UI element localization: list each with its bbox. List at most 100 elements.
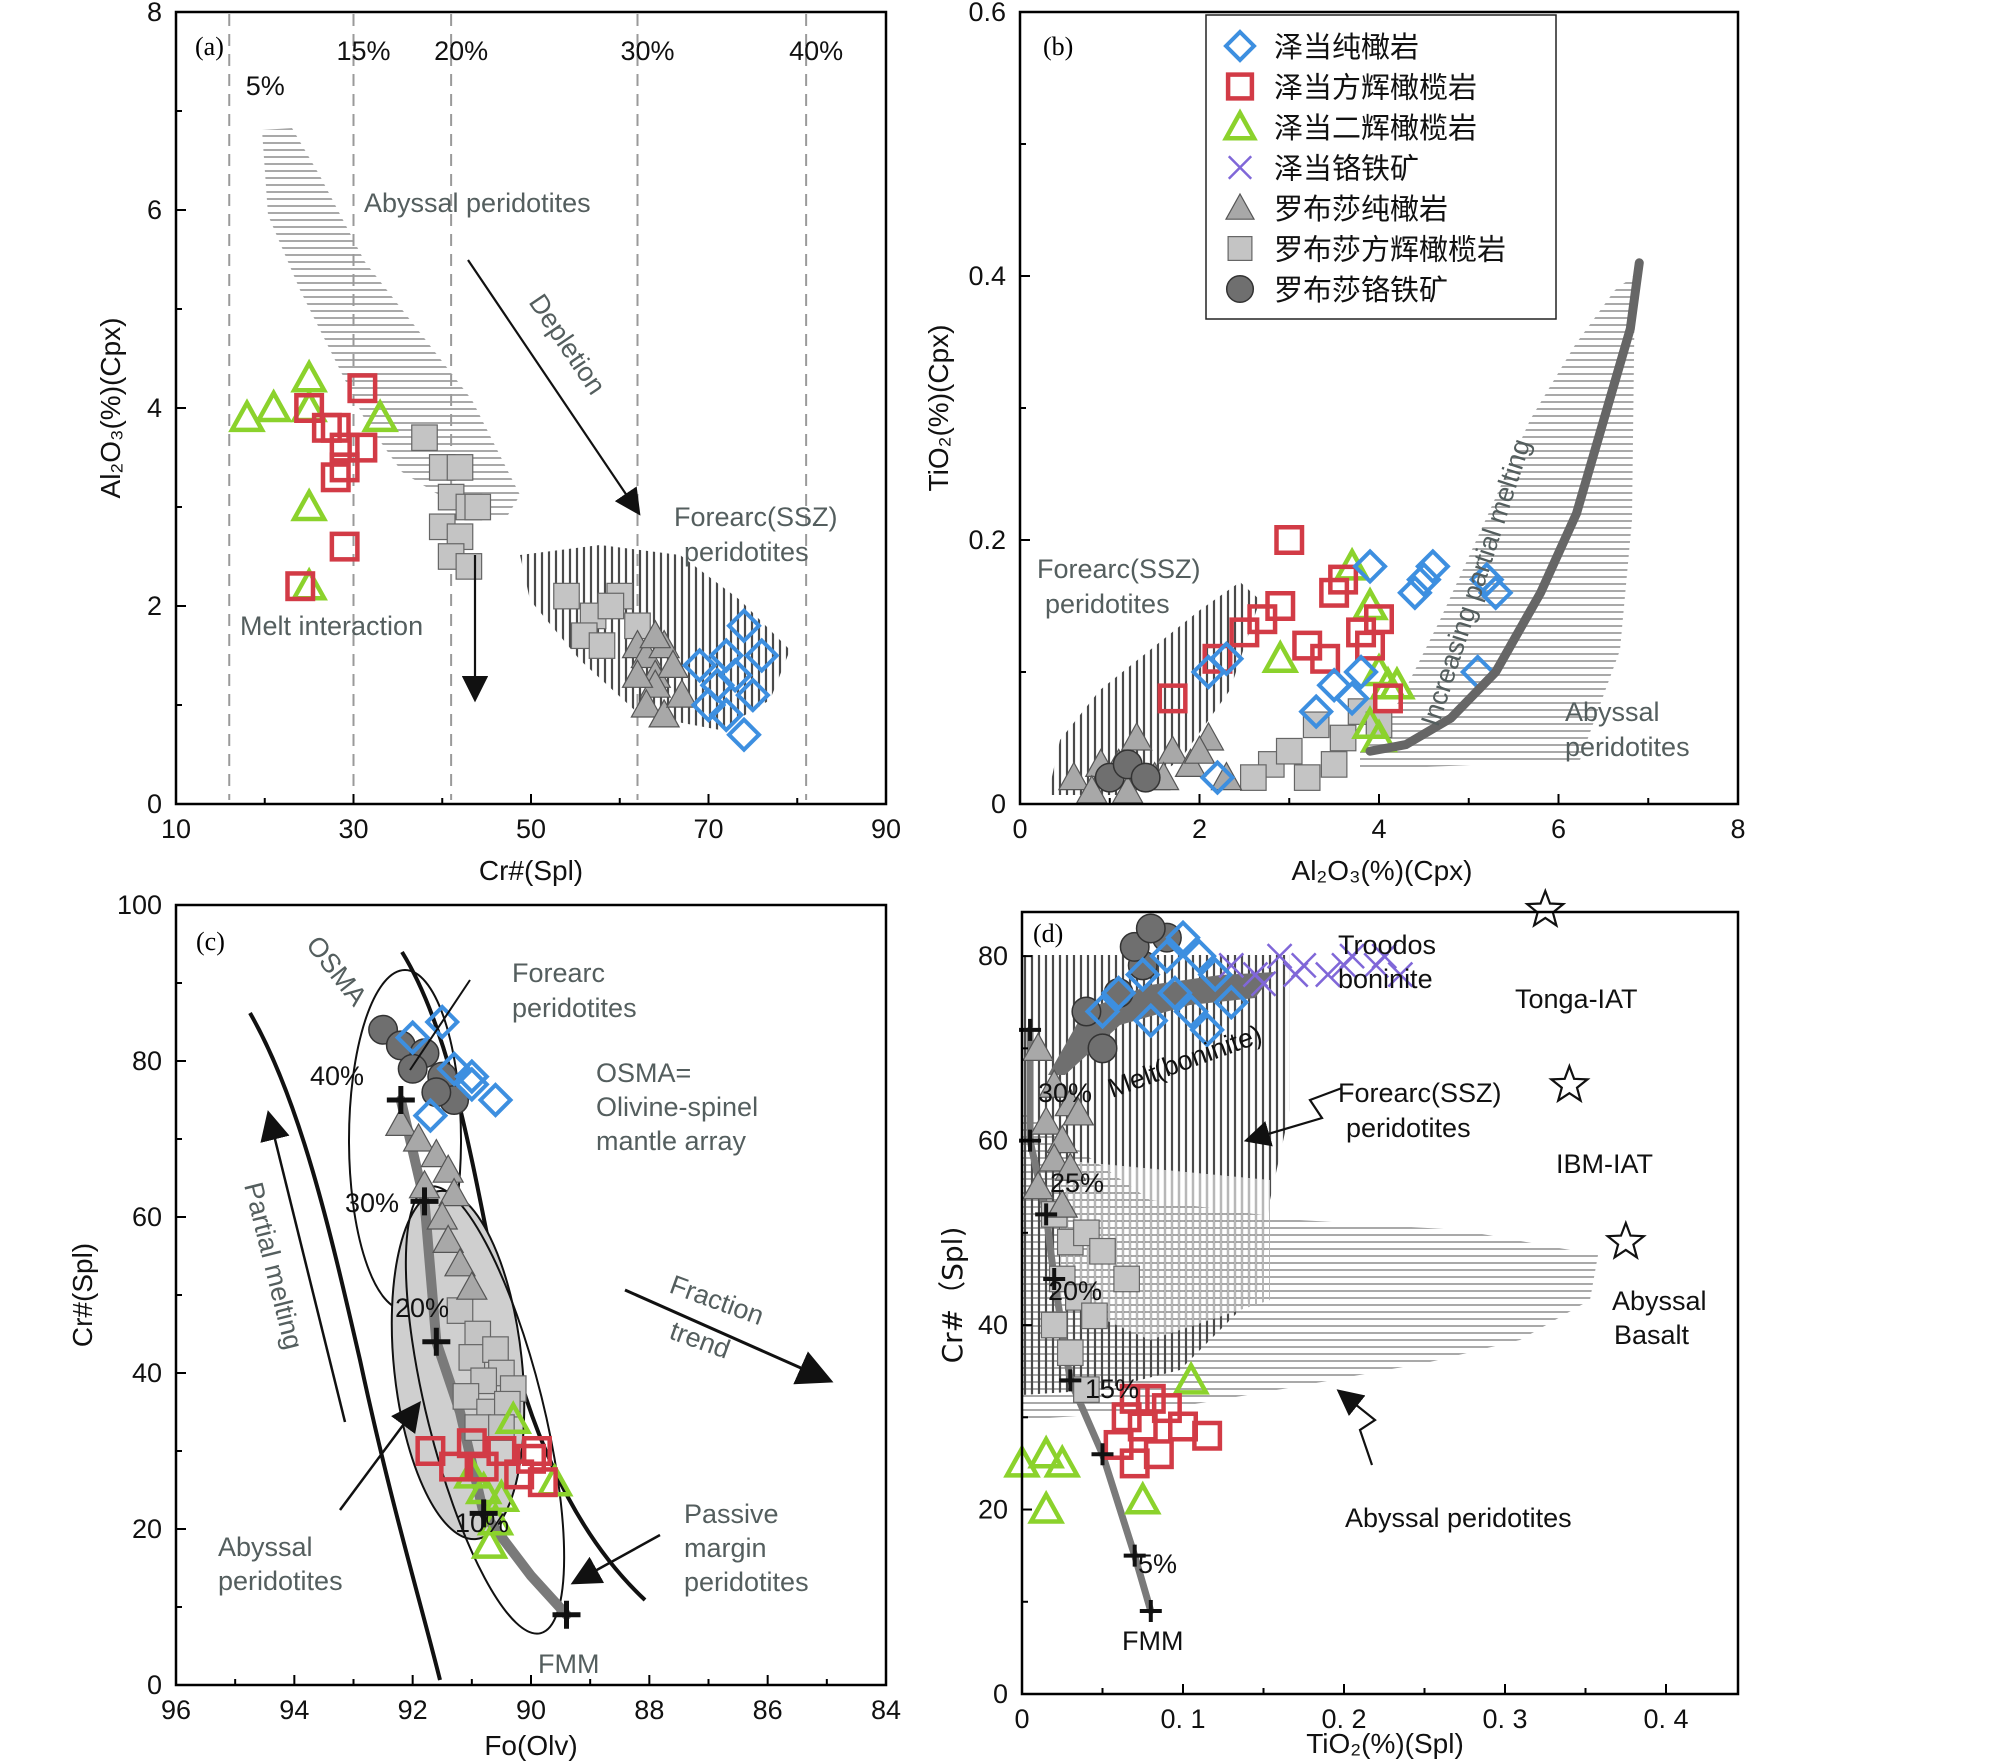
x-tick-label-0-4: 90 <box>871 814 901 844</box>
point-1-4-5 <box>1156 734 1189 764</box>
point-1-1-12 <box>1247 604 1278 635</box>
marks-b <box>1057 525 1514 804</box>
point-1-0-10 <box>1334 680 1370 717</box>
c-path-cross-3 <box>410 1187 439 1216</box>
a-forearc-label-1: Forearc(SSZ) <box>674 502 838 532</box>
point-3-3-0 <box>1218 952 1245 979</box>
point-1-4-8 <box>1210 761 1243 791</box>
point-1-4-3 <box>1120 721 1153 751</box>
point-2-4-8 <box>443 1247 477 1277</box>
y-tick-label-0-0: 0 <box>147 789 162 819</box>
abyssal-ellipse-c <box>390 1189 526 1541</box>
point-0-5-0 <box>411 424 438 452</box>
point-2-2-0 <box>494 1400 533 1435</box>
point-0-1-4 <box>347 432 378 463</box>
point-2-1-0 <box>415 1436 446 1466</box>
x-tick-label-0-3: 70 <box>693 814 723 844</box>
d-troodos-label-2: boninite <box>1338 964 1433 994</box>
point-3-0-8 <box>1157 975 1193 1011</box>
legend-label-3: 泽当铬铁矿 <box>1274 152 1419 186</box>
point-3-1-1 <box>1111 1402 1142 1433</box>
marks-c <box>368 1004 574 1559</box>
c-forearc-label-1: Forearc <box>512 958 605 988</box>
y-tick-label-2-1: 20 <box>132 1514 162 1544</box>
point-1-0-12 <box>1199 759 1236 796</box>
point-1-0-3 <box>1343 654 1379 690</box>
melting-line-label-2: 20% <box>434 36 488 66</box>
x-tick-label-2-2: 92 <box>398 1695 428 1725</box>
point-2-2-5 <box>476 1501 515 1536</box>
point-0-4-9 <box>621 659 654 688</box>
reference-stars-d <box>1524 887 1647 1260</box>
point-2-1-5 <box>439 1451 470 1482</box>
d-path-cross-4 <box>1043 1267 1066 1290</box>
point-0-5-2 <box>446 454 474 481</box>
point-2-0-5 <box>412 1097 449 1134</box>
partial-melting-arrow <box>260 1110 347 1423</box>
point-3-6-5 <box>1135 913 1166 944</box>
d-path-cross-1 <box>1123 1544 1146 1567</box>
legend-label-1: 泽当方辉橄榄岩 <box>1274 71 1477 105</box>
x-tick-label-1-2: 4 <box>1371 814 1386 844</box>
point-0-5-10 <box>553 582 580 610</box>
c-osma-def-2: Olivine-spinel <box>596 1092 758 1122</box>
y-tick-label-3-4: 80 <box>978 941 1008 971</box>
reference-star-0 <box>1524 887 1567 928</box>
point-3-4-5 <box>1062 1096 1095 1126</box>
x-tick-label-0-2: 50 <box>516 814 546 844</box>
reference-star-2 <box>1604 1219 1647 1260</box>
point-2-4-9 <box>455 1270 488 1300</box>
point-3-3-7 <box>1387 961 1414 988</box>
d-abyssal-peridotites-label: Abyssal peridotites <box>1345 1503 1572 1533</box>
panel-label-b: (b) <box>1043 32 1073 61</box>
legend-label-0: 泽当纯橄岩 <box>1274 30 1419 64</box>
point-1-0-13 <box>1468 561 1505 598</box>
point-0-4-4 <box>656 649 690 678</box>
point-2-0-1 <box>424 1004 461 1040</box>
point-3-2-3 <box>1027 1489 1065 1524</box>
x-tick-label-2-1: 94 <box>279 1695 309 1725</box>
y-axis-label-b: TiO₂(%)(Cpx) <box>923 325 954 492</box>
x-axis-label-b: Al₂O₃(%)(Cpx) <box>1292 855 1473 886</box>
point-1-0-11 <box>1406 561 1442 598</box>
point-0-0-6 <box>690 687 727 723</box>
c-passive-label-2: margin <box>684 1533 767 1563</box>
x-axis-label-a: Cr#(Spl) <box>479 855 583 886</box>
legend-marker-4 <box>1224 192 1256 220</box>
point-3-4-1 <box>1038 1069 1071 1098</box>
y-tick-label-0-2: 4 <box>147 393 162 423</box>
legend-marker-1 <box>1225 72 1255 101</box>
a-forearc-label-2: peridotites <box>684 537 809 567</box>
x-tick-label-2-4: 88 <box>634 1695 664 1725</box>
point-3-3-2 <box>1266 943 1293 970</box>
d-path-label-3: 25% <box>1050 1168 1104 1198</box>
c-path-label-3: 40% <box>310 1061 364 1091</box>
point-3-2-5 <box>1123 1480 1162 1515</box>
osma-left-boundary <box>248 1012 442 1681</box>
point-3-2-1 <box>1027 1434 1065 1469</box>
point-3-0-5 <box>1181 938 1217 974</box>
legend-items: 泽当纯橄岩泽当方辉橄榄岩泽当二辉橄榄岩泽当铬铁矿罗布莎纯橄岩罗布莎方辉橄榄岩罗布… <box>1222 29 1506 307</box>
point-0-1-9 <box>285 571 316 602</box>
d-path-label-2: 20% <box>1048 1276 1102 1306</box>
point-3-4-0 <box>1022 1032 1055 1061</box>
legend-label-5: 罗布莎方辉橄榄岩 <box>1274 233 1506 267</box>
d-path-cross-0 <box>1139 1599 1162 1622</box>
point-1-0-1 <box>1208 640 1245 677</box>
point-1-5-8 <box>1239 764 1267 791</box>
point-0-2-2 <box>290 358 328 393</box>
x-tick-label-3-0: 0 <box>1014 1704 1029 1734</box>
fraction-trend-arrow <box>624 1288 834 1385</box>
point-1-0-5 <box>1397 574 1433 611</box>
point-0-1-2 <box>329 432 360 463</box>
c-path-label-2: 30% <box>345 1188 399 1218</box>
legend-label-6: 罗布莎铬铁矿 <box>1274 273 1448 307</box>
point-0-0-1 <box>726 607 762 644</box>
point-3-2-4 <box>1172 1360 1210 1395</box>
point-2-5-3 <box>482 1336 509 1363</box>
depletion-arrow <box>467 259 641 516</box>
axes-b: 0 2 4 6 8 0 0.2 0.4 0.6 <box>968 0 1745 844</box>
panel-b: Forearc(SSZ) peridotites Abyssal peridot… <box>923 0 1746 886</box>
melting-grid-a <box>228 14 808 800</box>
point-2-1-6 <box>468 1451 499 1482</box>
